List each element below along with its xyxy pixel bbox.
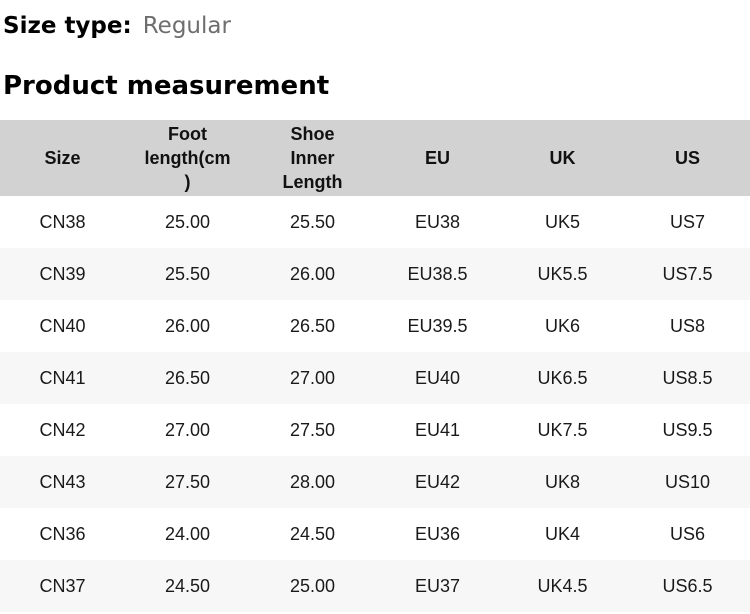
table-cell: EU42 (375, 456, 500, 508)
table-cell: 26.00 (250, 248, 375, 300)
table-cell: CN41 (0, 352, 125, 404)
header-cell: Foot length(cm ) (125, 120, 250, 196)
table-cell: 25.50 (250, 196, 375, 248)
table-cell: US10 (625, 456, 750, 508)
table-cell: EU36 (375, 508, 500, 560)
table-cell: UK4.5 (500, 560, 625, 612)
table-cell: UK6.5 (500, 352, 625, 404)
header-cell: UK (500, 120, 625, 196)
table-cell: US8.5 (625, 352, 750, 404)
table-cell: 25.00 (125, 196, 250, 248)
table-cell: UK5.5 (500, 248, 625, 300)
table-row: CN43 27.50 28.00 EU42 UK8 US10 (0, 456, 750, 508)
measurement-table: Size Foot length(cm ) Shoe Inner Length EU U… (0, 120, 750, 612)
table-cell: UK6 (500, 300, 625, 352)
table-cell: EU39.5 (375, 300, 500, 352)
table-cell: 25.00 (250, 560, 375, 612)
table-cell: US8 (625, 300, 750, 352)
table-cell: 24.50 (250, 508, 375, 560)
table-row: CN40 26.00 26.50 EU39.5 UK6 US8 (0, 300, 750, 352)
table-cell: CN38 (0, 196, 125, 248)
table-cell: CN42 (0, 404, 125, 456)
table-cell: UK8 (500, 456, 625, 508)
size-type-value: Regular (142, 13, 231, 39)
table-cell: EU37 (375, 560, 500, 612)
table-cell: CN39 (0, 248, 125, 300)
table-cell: 26.00 (125, 300, 250, 352)
table-cell: 24.00 (125, 508, 250, 560)
table-cell: US6.5 (625, 560, 750, 612)
header-cell: Size (0, 120, 125, 196)
table-cell: UK7.5 (500, 404, 625, 456)
table-cell: CN37 (0, 560, 125, 612)
table-cell: US9.5 (625, 404, 750, 456)
size-info-section: Size type: Regular Product measurement (0, 0, 750, 102)
table-row: CN38 25.00 25.50 EU38 UK5 US7 (0, 196, 750, 248)
size-type-line: Size type: Regular (3, 12, 750, 40)
table-cell: 26.50 (250, 300, 375, 352)
table-cell: 24.50 (125, 560, 250, 612)
table-cell: UK5 (500, 196, 625, 248)
table-row: CN41 26.50 27.00 EU40 UK6.5 US8.5 (0, 352, 750, 404)
table-cell: CN36 (0, 508, 125, 560)
section-title: Product measurement (3, 71, 330, 101)
table-cell: 26.50 (125, 352, 250, 404)
table-cell: EU38 (375, 196, 500, 248)
table-cell: 28.00 (250, 456, 375, 508)
header-cell: US (625, 120, 750, 196)
table-cell: US7 (625, 196, 750, 248)
table-body: CN38 25.00 25.50 EU38 UK5 US7 CN39 25.50 26.00 EU… (0, 196, 750, 612)
size-type-label: Size type: (3, 13, 132, 39)
table-cell: US7.5 (625, 248, 750, 300)
table-row: CN42 27.00 27.50 EU41 UK7.5 US9.5 (0, 404, 750, 456)
table-cell: US6 (625, 508, 750, 560)
header-cell: EU (375, 120, 500, 196)
table-header: Size Foot length(cm ) Shoe Inner Length EU U… (0, 120, 750, 196)
table-cell: 27.00 (125, 404, 250, 456)
table-cell: CN40 (0, 300, 125, 352)
table-cell: CN43 (0, 456, 125, 508)
table-cell: EU41 (375, 404, 500, 456)
table-cell: 27.00 (250, 352, 375, 404)
table-cell: EU38.5 (375, 248, 500, 300)
table-cell: EU40 (375, 352, 500, 404)
table-cell: 27.50 (250, 404, 375, 456)
table-cell: 25.50 (125, 248, 250, 300)
table-row: CN39 25.50 26.00 EU38.5 UK5.5 US7.5 (0, 248, 750, 300)
table-row: CN36 24.00 24.50 EU36 UK4 US6 (0, 508, 750, 560)
header-cell: Shoe Inner Length (250, 120, 375, 196)
table-cell: UK4 (500, 508, 625, 560)
header-row: Size Foot length(cm ) Shoe Inner Length EU U… (0, 120, 750, 196)
table-row: CN37 24.50 25.00 EU37 UK4.5 US6.5 (0, 560, 750, 612)
table-cell: 27.50 (125, 456, 250, 508)
